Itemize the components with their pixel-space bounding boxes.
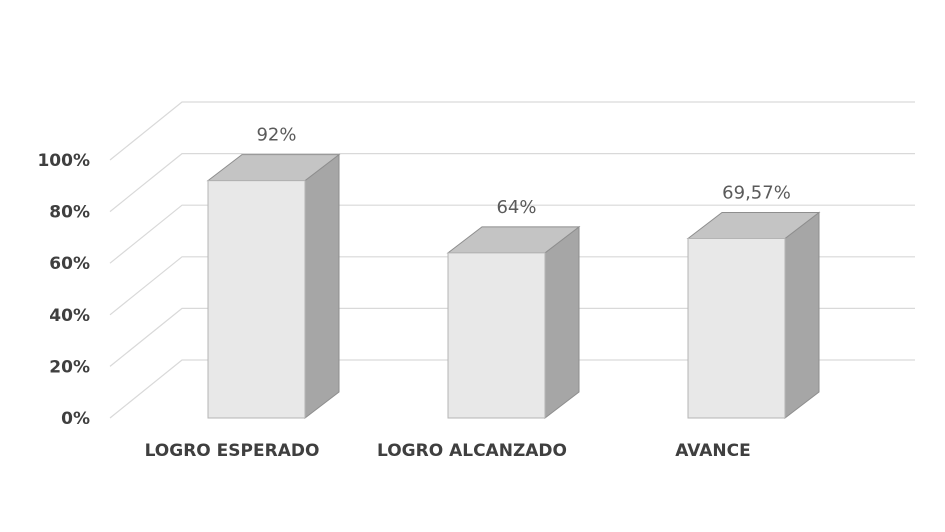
y-tick-label: 60% — [49, 254, 90, 274]
bar-side — [304, 153, 340, 420]
bar — [686, 211, 821, 420]
y-tick-label: 20% — [49, 357, 90, 377]
bar-side — [544, 225, 580, 420]
gridline — [109, 153, 915, 213]
x-axis: LOGRO ESPERADO LOGRO ALCANZADO AVANCE — [145, 441, 751, 461]
bar — [446, 225, 581, 420]
x-category-label: LOGRO ESPERADO — [145, 441, 320, 461]
gridline — [109, 256, 915, 316]
data-label: 64% — [496, 197, 536, 218]
bar-side — [784, 211, 820, 420]
bar-front — [447, 252, 546, 419]
y-tick-label: 100% — [37, 151, 90, 171]
x-category-label: LOGRO ALCANZADO — [377, 441, 567, 461]
bar — [206, 153, 341, 420]
bar-front — [687, 238, 786, 419]
bar-front — [207, 180, 306, 419]
y-tick-label: 80% — [49, 203, 90, 223]
y-axis: 0% 20% 40% 60% 80% 100% — [37, 151, 90, 429]
gridline — [109, 101, 915, 161]
gridline — [109, 359, 915, 419]
data-label: 92% — [256, 125, 296, 146]
gridline — [109, 204, 915, 264]
gridlines — [109, 101, 915, 419]
data-label: 69,57% — [722, 183, 791, 204]
gridline — [109, 307, 915, 367]
y-tick-label: 40% — [49, 306, 90, 326]
y-tick-label: 0% — [61, 409, 90, 429]
bars: 92% 64% 69,57% — [206, 125, 821, 420]
x-category-label: AVANCE — [675, 441, 750, 461]
